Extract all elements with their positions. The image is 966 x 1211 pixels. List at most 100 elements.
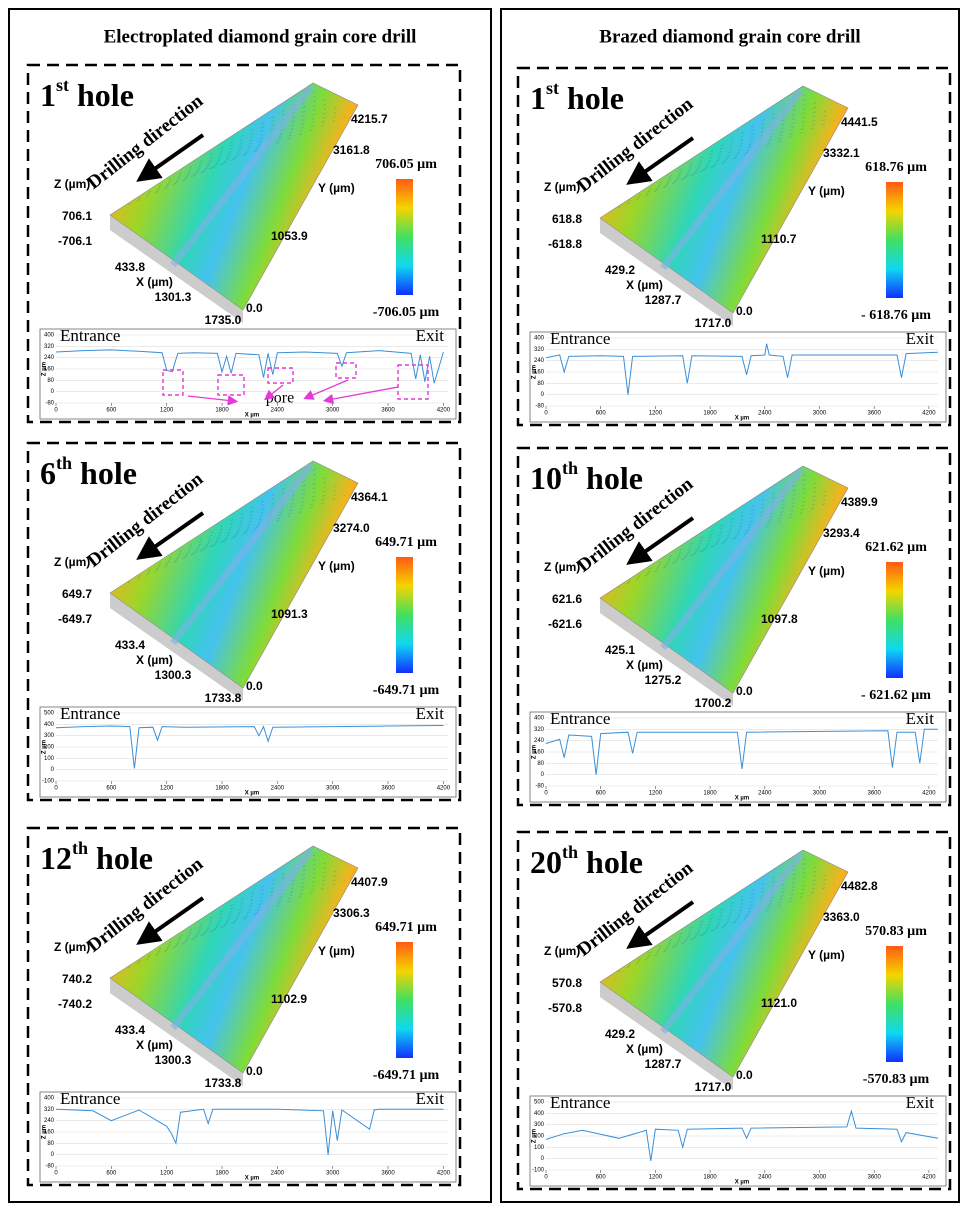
panel: 6thholeDrilling directionZ (µm)649.7-649… — [28, 443, 460, 800]
exit-label: Exit — [906, 709, 935, 728]
colorbar — [396, 179, 413, 295]
profile-y-tick: -80 — [45, 1164, 54, 1170]
profile-x-tick: 4200 — [437, 1171, 451, 1177]
profile-x-tick: 600 — [596, 791, 607, 797]
exit-label: Exit — [906, 329, 935, 348]
profile-y-tick: 80 — [47, 1141, 54, 1147]
axis-tick-label: -618.8 — [548, 237, 582, 251]
profile-x-tick: 3600 — [381, 786, 395, 792]
profile-y-tick: 80 — [537, 761, 544, 767]
axis-tick-label: -706.1 — [58, 234, 92, 248]
profile-x-tick: 1200 — [160, 1171, 174, 1177]
profile-x-tick: 600 — [596, 411, 607, 417]
axis-tick-label: 1097.8 — [761, 612, 798, 626]
profile-y-tick: 240 — [44, 355, 55, 361]
profile-y-tick: 400 — [534, 336, 545, 342]
profile-x-tick: 600 — [106, 408, 117, 414]
profile-y-tick: -100 — [42, 779, 55, 785]
hole-word: hole — [80, 455, 137, 491]
profile-x-tick: 1800 — [703, 411, 717, 417]
panel: 1stholeDrilling directionZ (µm)706.1-706… — [28, 65, 460, 422]
profile-x-tick: 0 — [54, 786, 58, 792]
axis-tick-label: 570.8 — [552, 976, 582, 990]
axis-tick-label: 1300.3 — [155, 1053, 192, 1067]
axis-tick-label: -621.6 — [548, 617, 582, 631]
hole-suffix: st — [56, 75, 69, 95]
profile-y-tick: 300 — [44, 733, 55, 739]
profile-y-tick: 0 — [541, 1156, 545, 1162]
axis-tick-label: Z (µm) — [544, 944, 580, 958]
profile-x-tick: 2400 — [758, 791, 772, 797]
hole-word: hole — [586, 460, 643, 496]
profile-y-tick: 320 — [44, 344, 55, 350]
colorbar — [396, 942, 413, 1058]
hole-title: 20thhole — [530, 842, 643, 880]
axis-tick-label: 1091.3 — [271, 607, 308, 621]
colorbar-min: -649.71 µm — [373, 1068, 440, 1083]
colorbar-min: -706.05 µm — [373, 305, 440, 320]
colorbar-max: 706.05 µm — [375, 157, 437, 172]
profile-x-tick: 1200 — [649, 791, 663, 797]
figure: Electroplated diamond grain core drill1s… — [0, 0, 966, 1206]
exit-label: Exit — [416, 704, 445, 723]
axis-tick-label: 1717.0 — [695, 1080, 732, 1094]
axis-tick-label: 4215.7 — [351, 112, 388, 126]
hole-number: 20 — [530, 844, 562, 880]
colorbar-min: -570.83 µm — [863, 1072, 930, 1087]
profile-y-tick: 100 — [534, 1145, 545, 1151]
entrance-label: Entrance — [550, 709, 610, 728]
axis-tick-label: 433.8 — [115, 260, 145, 274]
axis-tick-label: 3161.8 — [333, 143, 370, 157]
profile-x-tick: 1200 — [160, 786, 174, 792]
axis-tick-label: Y (µm) — [318, 181, 355, 195]
axis-tick-label: 429.2 — [605, 263, 635, 277]
axis-tick-label: 429.2 — [605, 1027, 635, 1041]
profile-y-tick: 80 — [537, 381, 544, 387]
profile-x-tick: 1800 — [215, 786, 229, 792]
profile-z-label: Z µm — [532, 365, 538, 379]
profile-y-tick: 80 — [47, 378, 54, 384]
colorbar-max: 621.62 µm — [865, 540, 927, 555]
profile-x-tick: 3000 — [813, 791, 827, 797]
axis-tick-label: X (µm) — [136, 1038, 173, 1052]
profile-x-tick: 2400 — [271, 786, 285, 792]
axis-tick-label: 1700.2 — [695, 696, 732, 710]
hole-word: hole — [567, 80, 624, 116]
axis-tick-label: 433.4 — [115, 638, 145, 652]
axis-tick-label: 0.0 — [736, 304, 753, 318]
profile-y-tick: 240 — [534, 358, 545, 364]
axis-tick-label: Z (µm) — [54, 940, 90, 954]
profile-x-tick: 0 — [54, 408, 58, 414]
axis-tick-label: -740.2 — [58, 997, 92, 1011]
axis-tick-label: 649.7 — [62, 587, 92, 601]
profile-x-tick: 600 — [596, 1175, 607, 1181]
profile-x-tick: 4200 — [922, 791, 936, 797]
hole-title: 1sthole — [530, 78, 624, 116]
axis-tick-label: 706.1 — [62, 209, 92, 223]
axis-tick-label: 433.4 — [115, 1023, 145, 1037]
axis-tick-label: Y (µm) — [808, 184, 845, 198]
entrance-label: Entrance — [60, 1089, 120, 1108]
profile-x-tick: 3000 — [326, 1171, 340, 1177]
profile-x-tick: 1200 — [649, 1175, 663, 1181]
profile-x-tick: 1800 — [703, 791, 717, 797]
pore-box — [218, 375, 244, 395]
panel: 20thholeDrilling directionZ (µm)570.8-57… — [518, 832, 950, 1189]
profile-x-label: X µm — [245, 791, 259, 797]
profile-x-tick: 3600 — [381, 1171, 395, 1177]
hole-suffix: st — [546, 78, 559, 98]
axis-tick-label: X (µm) — [626, 278, 663, 292]
profile-x-tick: 2400 — [271, 408, 285, 414]
axis-tick-label: 621.6 — [552, 592, 582, 606]
hole-word: hole — [586, 844, 643, 880]
profile-x-tick: 1800 — [215, 1171, 229, 1177]
profile-x-label: X µm — [245, 413, 259, 419]
axis-tick-label: 4364.1 — [351, 490, 388, 504]
profile-x-tick: 2400 — [271, 1171, 285, 1177]
profile-y-tick: 400 — [44, 333, 55, 339]
profile-z-label: Z µm — [532, 1129, 538, 1143]
hole-suffix: th — [562, 842, 578, 862]
axis-tick-label: Y (µm) — [808, 564, 845, 578]
axis-tick-label: 3332.1 — [823, 146, 860, 160]
